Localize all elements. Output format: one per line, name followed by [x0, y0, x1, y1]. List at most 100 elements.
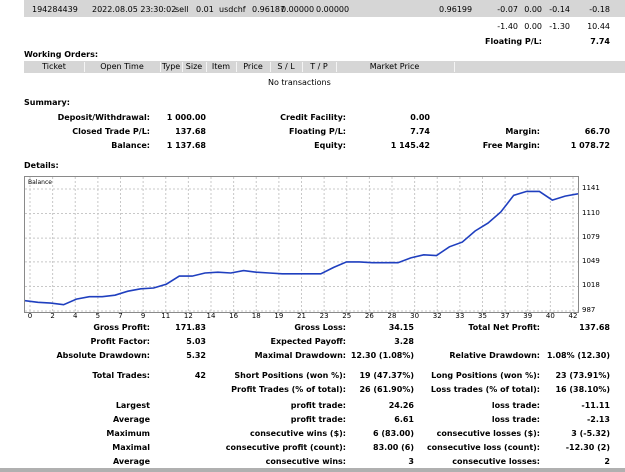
trade-price: 0.96187	[252, 5, 286, 14]
trade-type: sell	[175, 5, 189, 14]
x-tick-label: 25	[342, 312, 352, 320]
floating-pl-label: Floating P/L:	[485, 37, 542, 46]
x-tick-label: 35	[478, 312, 487, 320]
max-losses-label: consecutive losses ($):	[436, 429, 540, 438]
total-trades-value: 42	[194, 371, 206, 380]
x-tick-label: 19	[274, 312, 284, 320]
average-profit-value: 6.61	[394, 415, 414, 424]
equity-value: 1 145.42	[390, 141, 430, 150]
total-net-value: 137.68	[579, 323, 610, 332]
maximal-profit-label: consecutive profit (count):	[225, 443, 346, 452]
y-tick-label: 1049	[582, 256, 600, 265]
trade-commission: -0.07	[497, 5, 518, 14]
free-margin-label: Free Margin:	[482, 141, 540, 150]
summary-floating-label: Floating P/L:	[289, 127, 346, 136]
profit-factor-value: 5.03	[186, 337, 206, 346]
x-tick-label: 23	[319, 312, 329, 320]
trade-profit: -0.18	[589, 5, 610, 14]
y-tick-label: 1110	[582, 208, 600, 217]
gross-profit-value: 171.83	[175, 323, 206, 332]
balance-label: Balance:	[111, 141, 150, 150]
x-tick-label: 37	[500, 312, 510, 320]
average-loss-value: -2.13	[586, 415, 610, 424]
trade-item: usdchf	[219, 5, 246, 14]
x-tick-label: 26	[364, 312, 374, 320]
largest-profit-value: 24.26	[388, 401, 414, 410]
total-swap: -1.30	[549, 22, 570, 31]
free-margin-value: 1 078.72	[570, 141, 610, 150]
x-tick-label: 39	[523, 312, 533, 320]
abs-drawdown-value: 5.32	[186, 351, 206, 360]
summary-title: Summary:	[24, 98, 70, 107]
maximal-loss-value: -12.30 (2)	[565, 443, 610, 452]
credit-value: 0.00	[410, 113, 430, 122]
avg-cons-wins-label: consecutive wins:	[265, 457, 346, 466]
details-title: Details:	[24, 161, 59, 170]
largest-loss-value: -11.11	[581, 401, 610, 410]
max-wins-label: consecutive wins ($):	[249, 429, 346, 438]
col-sl: S / L	[277, 62, 295, 71]
total-profit: 10.44	[587, 22, 610, 31]
floating-pl-value: 7.74	[590, 37, 610, 46]
credit-label: Credit Facility:	[280, 113, 346, 122]
average-consecutive-label: Average	[112, 457, 150, 466]
maximal-label: Maximal	[112, 443, 150, 452]
trade-taxes: 0.00	[524, 5, 542, 14]
margin-label: Margin:	[505, 127, 540, 136]
balance-series-line	[24, 190, 579, 306]
avg-cons-losses-value: 2	[604, 457, 610, 466]
average-label: Average	[112, 415, 150, 424]
x-tick-label: 30	[410, 312, 420, 320]
y-tick-label: 1141	[582, 184, 600, 192]
gross-profit-label: Gross Profit:	[93, 323, 150, 332]
y-tick-label: 1018	[582, 281, 600, 290]
x-tick-label: 21	[297, 312, 306, 320]
loss-trades-label: Loss trades (% of total):	[430, 385, 540, 394]
x-tick-label: 28	[387, 312, 397, 320]
bottom-divider	[0, 468, 625, 472]
abs-drawdown-label: Absolute Drawdown:	[56, 351, 150, 360]
working-orders-title: Working Orders:	[24, 50, 99, 59]
maximum-label: Maximum	[106, 429, 150, 438]
x-tick-label: 40	[545, 312, 555, 320]
x-tick-label: 4	[73, 312, 78, 320]
loss-trades-value: 16 (38.10%)	[555, 385, 610, 394]
avg-cons-losses-label: consecutive losses:	[452, 457, 540, 466]
balance-chart-svg	[24, 177, 579, 312]
x-tick-label: 2	[50, 312, 55, 320]
balance-chart: Balance	[24, 176, 579, 313]
max-losses-value: 3 (-5.32)	[571, 429, 610, 438]
total-taxes: 0.00	[524, 22, 542, 31]
rel-drawdown-value: 1.08% (12.30)	[546, 351, 610, 360]
x-tick-label: 42	[568, 312, 578, 320]
equity-label: Equity:	[314, 141, 346, 150]
x-tick-label: 9	[140, 312, 146, 320]
profit-trades-value: 26 (61.90%)	[359, 385, 414, 394]
x-tick-label: 14	[206, 312, 216, 320]
total-commission: -1.40	[497, 22, 518, 31]
y-tick-label: 1079	[582, 233, 600, 242]
largest-loss-label: loss trade:	[491, 401, 540, 410]
long-positions-value: 23 (73.91%)	[555, 371, 610, 380]
long-positions-label: Long Positions (won %):	[431, 371, 540, 380]
x-tick-label: 12	[183, 312, 193, 320]
trade-swap: -0.14	[549, 5, 570, 14]
x-tick-label: 0	[27, 312, 33, 320]
gross-loss-value: 34.15	[388, 323, 414, 332]
balance-value: 1 137.68	[166, 141, 206, 150]
short-positions-label: Short Positions (won %):	[234, 371, 346, 380]
x-tick-label: 7	[118, 312, 123, 320]
col-type: Type	[161, 62, 181, 71]
y-tick-label: 987	[582, 306, 596, 314]
margin-value: 66.70	[584, 127, 610, 136]
largest-label: Largest	[115, 401, 150, 410]
col-tp: T / P	[310, 62, 328, 71]
trade-sl: 0.00000	[281, 5, 315, 14]
maximal-profit-value: 83.00 (6)	[373, 443, 414, 452]
trade-close-price: 0.96199	[439, 5, 473, 14]
trade-row	[24, 0, 625, 17]
chart-legend: Balance	[28, 179, 52, 186]
expected-payoff-label: Expected Payoff:	[270, 337, 346, 346]
short-positions-value: 19 (47.37%)	[359, 371, 414, 380]
no-transactions-text: No transactions	[268, 78, 331, 87]
